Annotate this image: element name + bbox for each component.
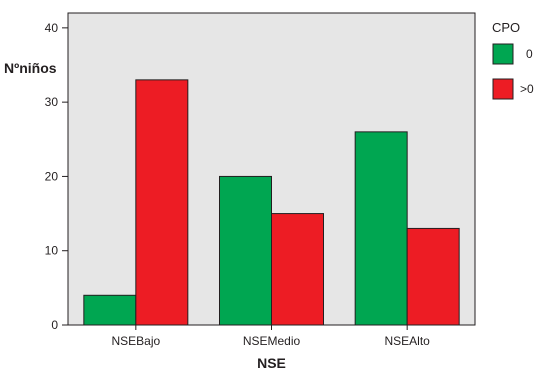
legend-swatch-cpo-0 — [492, 43, 514, 65]
legend-title: CPO — [492, 20, 520, 35]
legend-label: >0 — [520, 82, 534, 96]
legend: CPO 0 >0 — [492, 20, 534, 100]
legend-label: 0 — [526, 47, 533, 61]
y-tick-label: 10 — [45, 244, 59, 258]
x-tick-label: NSEBajo — [111, 334, 160, 348]
x-axis: NSEBajo NSEMedio NSEAlto — [111, 325, 430, 348]
bar-nsebajo-cpo-gt0 — [135, 79, 189, 326]
bar-nsebajo-cpo-0 — [83, 294, 137, 326]
y-axis-title: Nºniños — [4, 60, 57, 76]
bar-nsemedio-cpo-gt0 — [271, 213, 324, 326]
x-tick-label: NSEAlto — [384, 334, 430, 348]
bar-nsemedio-cpo-0 — [219, 175, 272, 326]
legend-swatch-cpo-gt0 — [492, 78, 514, 100]
y-tick-label: 30 — [45, 95, 59, 109]
bar-nsealto-cpo-0 — [354, 131, 408, 326]
y-tick-label: 40 — [45, 21, 59, 35]
x-axis-title: NSE — [257, 355, 286, 370]
bars-group — [83, 79, 460, 326]
x-tick-label: NSEMedio — [243, 334, 301, 348]
y-tick-label: 0 — [51, 318, 58, 332]
y-tick-label: 20 — [45, 169, 59, 183]
bar-nsealto-cpo-gt0 — [406, 227, 460, 326]
y-axis: 0 10 20 30 40 — [45, 13, 69, 332]
